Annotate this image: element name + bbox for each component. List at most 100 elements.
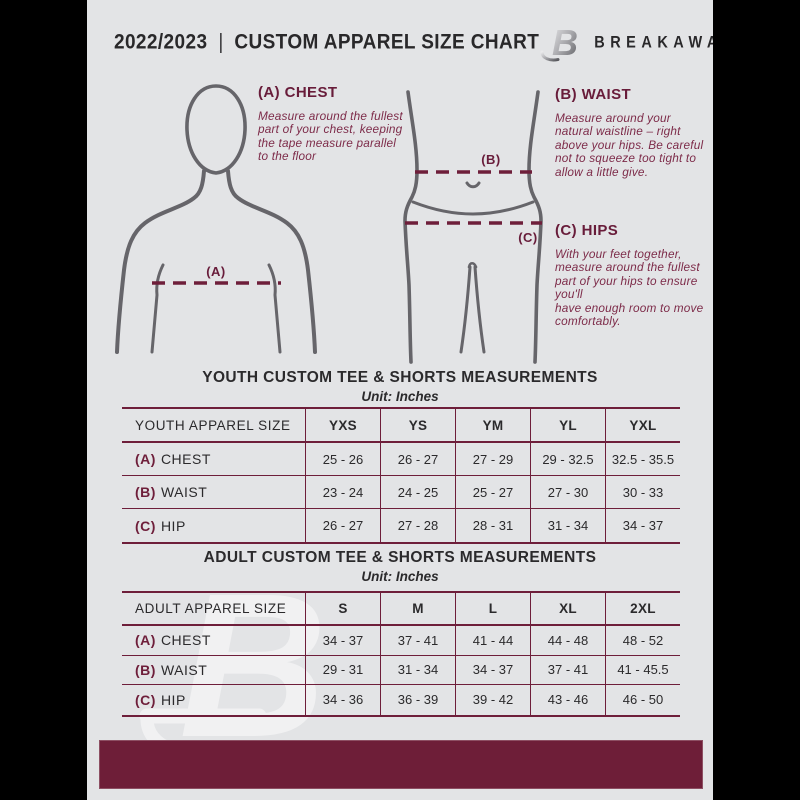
hips-guide-text: With your feet together, measure around …: [555, 247, 704, 329]
youth-chest-label: (A) CHEST: [122, 443, 305, 475]
youth-unit-label: Unit: Inches: [361, 389, 439, 404]
table-cell: 48 - 52: [605, 626, 680, 655]
row-label: HIP: [160, 691, 186, 708]
table-cell: 41 - 44: [455, 626, 530, 655]
table-cell: 25 - 27: [455, 476, 530, 508]
row-label: CHEST: [160, 451, 211, 467]
chest-figure-illustration: (A): [115, 84, 317, 354]
table-cell: 25 - 26: [305, 443, 380, 475]
header-divider: |: [218, 30, 224, 55]
adult-section-title: ADULT CUSTOM TEE & SHORTS MEASUREMENTS: [203, 549, 597, 566]
youth-size-table: YOUTH APPAREL SIZE YXS YS YM YL YXL (A) C…: [122, 407, 680, 544]
hips-guide-heading: (C) HIPS: [555, 222, 619, 239]
figure-head: [185, 84, 247, 175]
adult-header-2xl: 2XL: [605, 593, 680, 624]
table-cell: 27 - 29: [455, 443, 530, 475]
figure-right-arm: [226, 169, 317, 354]
youth-header-yxl: YXL: [605, 409, 680, 441]
adult-table-header-row: ADULT APPAREL SIZE S M L XL 2XL: [122, 593, 680, 626]
chest-marker-label: (A): [206, 264, 226, 279]
hip-marker-label: (C): [518, 230, 538, 245]
adult-unit-label: Unit: Inches: [361, 569, 439, 584]
table-row: (C) HIP 34 - 36 36 - 39 39 - 42 43 - 46 4…: [122, 685, 680, 715]
youth-header-ys: YS: [380, 409, 455, 441]
season-label: 2022/2023: [114, 30, 208, 55]
waist-guide-text: Measure around your natural waistline – …: [555, 111, 704, 179]
waist-guide-block: (B) WAIST Measure around your natural wa…: [555, 86, 707, 179]
row-prefix: (C): [135, 517, 156, 534]
brand-group: B BREAKAWAY: [539, 22, 713, 64]
adult-header-l: L: [455, 593, 530, 624]
table-row: (A) CHEST 34 - 37 37 - 41 41 - 44 44 - 48…: [122, 626, 680, 656]
table-cell: 37 - 41: [380, 626, 455, 655]
figure-left-inner-leg: [459, 265, 472, 354]
adult-header-m: M: [380, 593, 455, 624]
table-cell: 31 - 34: [380, 655, 455, 684]
table-cell: 32.5 - 35.5: [605, 443, 680, 475]
table-cell: 37 - 41: [530, 655, 605, 684]
row-label: WAIST: [160, 661, 208, 678]
table-cell: 28 - 31: [455, 509, 530, 542]
row-label: CHEST: [160, 632, 211, 649]
adult-header-xl: XL: [530, 593, 605, 624]
size-chart-document: 2022/2023 | CUSTOM APPAREL SIZE CHART B …: [87, 0, 713, 800]
table-row: (A) CHEST 25 - 26 26 - 27 27 - 29 29 - 32…: [122, 443, 680, 476]
chest-guide-heading: (A) CHEST: [258, 84, 338, 101]
table-cell: 36 - 39: [380, 685, 455, 715]
table-row: (B) WAIST 23 - 24 24 - 25 25 - 27 27 - 30…: [122, 476, 680, 509]
table-cell: 30 - 33: [605, 476, 680, 508]
letterbox-right: [713, 0, 800, 800]
figure-right-armpit: [267, 263, 282, 354]
table-cell: 44 - 48: [530, 626, 605, 655]
letterbox-left: [0, 0, 87, 800]
adult-chest-label: (A) CHEST: [122, 626, 305, 655]
youth-waist-label: (B) WAIST: [122, 476, 305, 508]
figure-left-arm: [115, 169, 206, 354]
adult-waist-label: (B) WAIST: [122, 656, 305, 685]
figure-right-outline: [527, 90, 543, 364]
breakaway-logo-icon: B: [540, 22, 578, 63]
table-row: (B) WAIST 29 - 31 31 - 34 34 - 37 37 - 41…: [122, 655, 680, 685]
youth-header-yxs: YXS: [305, 409, 380, 441]
table-cell: 34 - 37: [605, 509, 680, 542]
table-cell: 26 - 27: [305, 509, 380, 542]
youth-section-title: YOUTH CUSTOM TEE & SHORTS MEASUREMENTS: [202, 369, 598, 386]
adult-header-size-label: ADULT APPAREL SIZE: [135, 601, 287, 616]
figure-hip-curve: [411, 200, 535, 216]
table-cell: 41 - 45.5: [605, 655, 680, 684]
footer-bar: [99, 740, 703, 789]
figure-right-inner-leg: [473, 265, 486, 354]
table-cell: 29 - 31: [305, 655, 380, 684]
document-title: CUSTOM APPAREL SIZE CHART: [234, 30, 540, 55]
table-cell: 29 - 32.5: [530, 443, 605, 475]
table-cell: 43 - 46: [530, 685, 605, 715]
youth-header-yl: YL: [530, 409, 605, 441]
figure-left-armpit: [150, 263, 165, 354]
adult-header-s: S: [305, 593, 380, 624]
table-cell: 34 - 37: [305, 626, 380, 655]
brand-name: BREAKAWAY: [594, 34, 713, 52]
adult-size-table: ADULT APPAREL SIZE S M L XL 2XL (A) CHEST…: [122, 591, 680, 717]
waist-guide-heading: (B) WAIST: [555, 86, 632, 103]
hips-guide-block: (C) HIPS With your feet together, measur…: [555, 222, 713, 328]
chest-guide-block: (A) CHEST Measure around the fullest par…: [258, 84, 404, 164]
table-cell: 31 - 34: [530, 509, 605, 542]
table-cell: 23 - 24: [305, 476, 380, 508]
row-prefix: (B): [135, 661, 156, 678]
table-cell: 34 - 37: [455, 655, 530, 684]
figure-navel: [465, 181, 481, 189]
waist-hip-figure-illustration: (B) (C): [403, 90, 543, 364]
figure-left-outline: [403, 90, 419, 364]
youth-header-size-label: YOUTH APPAREL SIZE: [135, 417, 291, 433]
row-label: WAIST: [160, 484, 208, 500]
header-title-group: 2022/2023 | CUSTOM APPAREL SIZE CHART: [114, 30, 539, 55]
table-cell: 27 - 28: [380, 509, 455, 542]
youth-table-header-row: YOUTH APPAREL SIZE YXS YS YM YL YXL: [122, 409, 680, 443]
table-row: (C) HIP 26 - 27 27 - 28 28 - 31 31 - 34 3…: [122, 509, 680, 542]
row-prefix: (A): [135, 632, 156, 649]
row-prefix: (C): [135, 691, 156, 708]
table-cell: 24 - 25: [380, 476, 455, 508]
youth-hip-label: (C) HIP: [122, 509, 305, 542]
table-cell: 26 - 27: [380, 443, 455, 475]
waist-marker-label: (B): [481, 152, 501, 167]
